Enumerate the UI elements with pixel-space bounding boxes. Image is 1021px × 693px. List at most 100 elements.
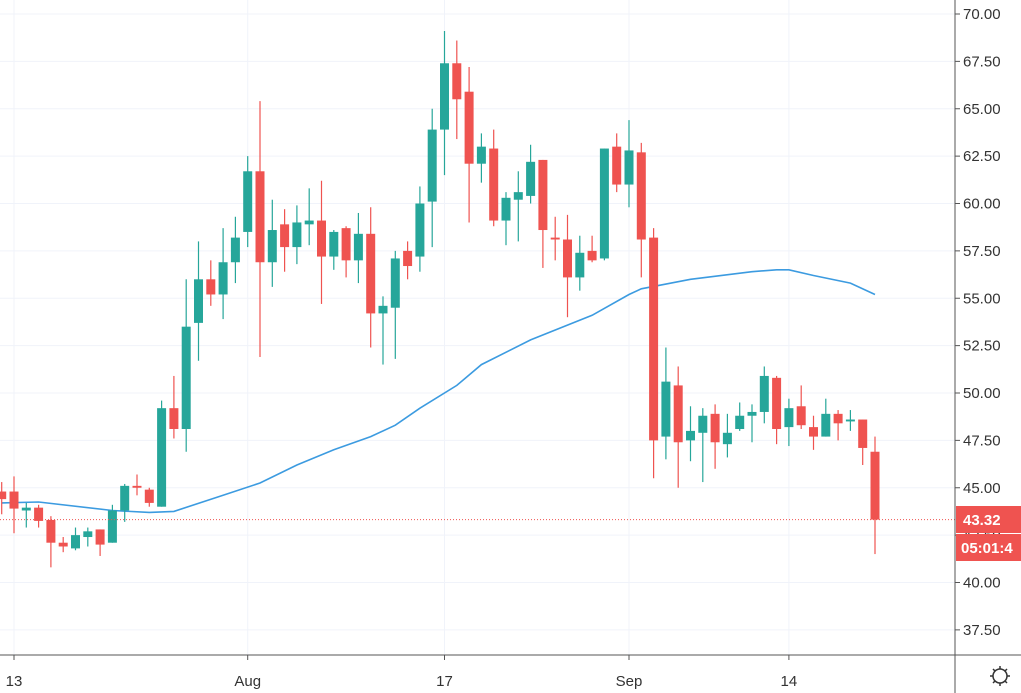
candle-body xyxy=(34,507,44,521)
candle-body xyxy=(329,231,339,257)
candle-body xyxy=(206,279,216,295)
candle xyxy=(735,402,745,431)
candle xyxy=(292,205,302,265)
y-tick-label: 60.00 xyxy=(963,196,1001,213)
y-tick-label: 62.50 xyxy=(963,148,1001,165)
grid xyxy=(0,0,955,655)
price-axis[interactable]: 70.00 67.50 65.00 62.50 60.00 57.50 55.00 52.50… xyxy=(954,0,1001,693)
candle xyxy=(95,529,105,556)
candle xyxy=(317,180,326,304)
y-tick-label: 47.50 xyxy=(963,432,1001,449)
candle-body xyxy=(107,510,117,543)
candle-body xyxy=(181,326,191,430)
candle xyxy=(71,527,80,551)
candle-body xyxy=(587,250,597,261)
candle xyxy=(46,516,56,568)
candle-body xyxy=(0,491,7,500)
candle xyxy=(34,504,44,528)
candle xyxy=(587,235,597,263)
candle xyxy=(181,279,191,452)
candle xyxy=(489,129,499,227)
x-tick-label: 17 xyxy=(436,673,453,690)
candle xyxy=(243,156,253,248)
candle xyxy=(845,410,855,431)
candle xyxy=(710,404,720,469)
gear-icon[interactable] xyxy=(990,666,1010,686)
candle xyxy=(21,502,31,528)
candle-body xyxy=(378,305,388,314)
candle xyxy=(550,216,560,261)
candle xyxy=(796,385,806,430)
last-price-label: 43.32 xyxy=(963,512,1001,529)
candle xyxy=(809,415,818,450)
candle-body xyxy=(809,427,818,437)
candle xyxy=(464,67,474,223)
y-tick-label: 45.00 xyxy=(963,480,1001,497)
candle-body xyxy=(821,413,831,437)
candle-body xyxy=(550,237,560,240)
candle-body xyxy=(538,159,548,231)
candle-body xyxy=(9,491,19,509)
x-tick-label: Sep xyxy=(616,673,643,690)
candle xyxy=(440,31,449,176)
candle-body xyxy=(415,203,425,257)
candle xyxy=(501,192,511,246)
candle-body xyxy=(341,228,351,261)
candle xyxy=(415,186,425,272)
candle xyxy=(378,296,388,365)
y-tick-label: 52.50 xyxy=(963,338,1001,355)
y-tick-label: 67.50 xyxy=(963,53,1001,70)
x-tick-label: Aug xyxy=(234,673,261,690)
candle xyxy=(636,142,646,278)
candle xyxy=(267,199,277,287)
candle-body xyxy=(673,385,683,443)
candle xyxy=(599,148,609,261)
candle-body xyxy=(796,406,806,426)
candle-body xyxy=(722,432,732,445)
moving-average-line xyxy=(1,268,876,514)
candle xyxy=(255,101,265,357)
candle-body xyxy=(710,413,720,443)
candle xyxy=(218,228,228,320)
candle-body xyxy=(157,408,167,507)
candle-body xyxy=(649,237,659,441)
candle xyxy=(169,375,179,439)
candle xyxy=(526,144,536,204)
candle xyxy=(206,260,216,306)
candle xyxy=(686,406,695,462)
candle xyxy=(304,188,314,246)
candle-body xyxy=(403,250,413,267)
candle xyxy=(353,212,363,284)
candle xyxy=(563,214,572,318)
candle xyxy=(120,483,130,522)
candle-body xyxy=(870,451,880,520)
candle-body xyxy=(833,413,843,424)
y-tick-label: 40.00 xyxy=(963,575,1001,592)
candle xyxy=(624,120,634,208)
y-tick-label: 37.50 xyxy=(963,622,1001,639)
candle xyxy=(194,241,203,361)
candle-body xyxy=(464,91,474,164)
candle xyxy=(427,108,437,248)
candle xyxy=(280,209,290,272)
candle-body xyxy=(21,507,31,511)
candle xyxy=(673,366,683,488)
candle xyxy=(538,159,548,268)
y-tick-label: 57.50 xyxy=(963,243,1001,260)
countdown-label: 05:01:4 xyxy=(961,540,1013,557)
candle-body xyxy=(686,430,695,441)
moving-average-layer xyxy=(1,268,876,514)
candle xyxy=(452,40,462,140)
candle xyxy=(58,537,68,553)
candle-body xyxy=(58,542,68,547)
time-axis[interactable]: 13 Aug 17 Sep 14 xyxy=(0,654,1021,690)
candle-body xyxy=(440,63,449,130)
candle xyxy=(329,230,339,270)
candle-body xyxy=(698,415,708,433)
candle xyxy=(230,216,240,284)
candle xyxy=(390,250,400,359)
candles-layer xyxy=(0,31,880,568)
y-tick-label: 65.00 xyxy=(963,101,1001,118)
candle xyxy=(0,482,7,515)
